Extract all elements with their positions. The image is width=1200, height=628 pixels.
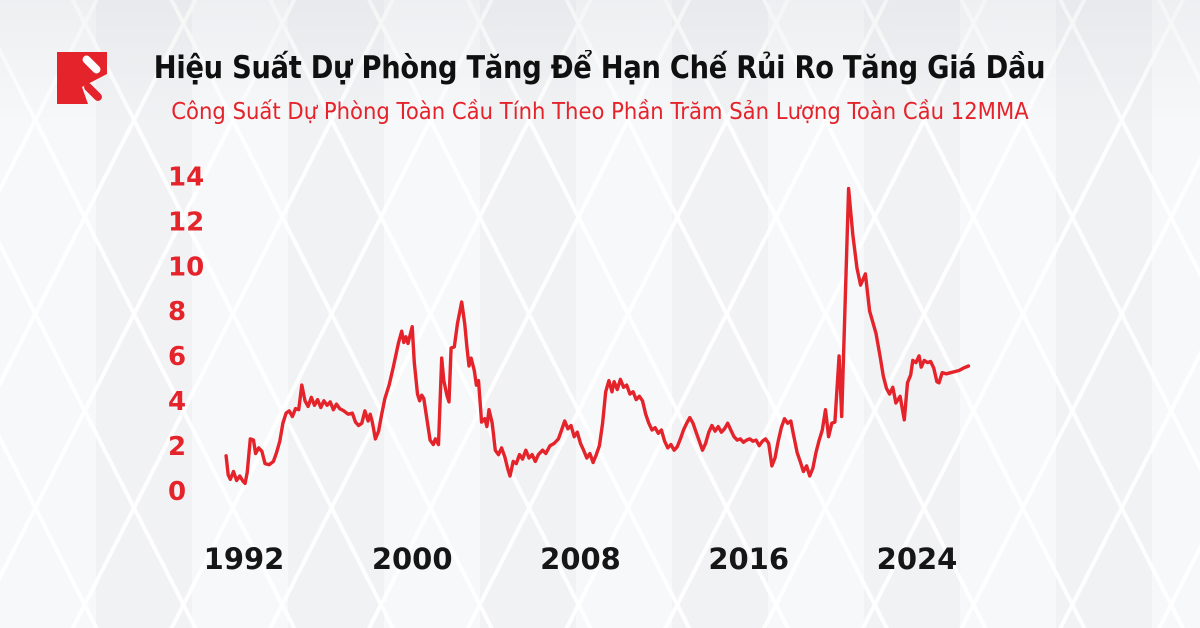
x-axis-tick-label: 2000 bbox=[372, 542, 453, 576]
brand-logo-icon bbox=[57, 52, 107, 104]
series-line bbox=[224, 186, 971, 486]
brand-logo bbox=[57, 52, 107, 104]
y-axis-tick-label: 6 bbox=[168, 342, 186, 372]
subheader: Công Suất Dự Phòng Toàn Cầu Tính Theo Ph… bbox=[0, 99, 1200, 125]
y-axis-tick-label: 12 bbox=[168, 207, 204, 237]
y-axis-tick-label: 14 bbox=[168, 163, 204, 193]
y-axis-tick-label: 8 bbox=[168, 297, 186, 327]
x-axis-tick-label: 2008 bbox=[540, 542, 621, 576]
x-axis-tick-label: 2016 bbox=[708, 542, 789, 576]
page-subtitle: Công Suất Dự Phòng Toàn Cầu Tính Theo Ph… bbox=[171, 99, 1029, 125]
x-axis-tick-label: 2024 bbox=[877, 542, 958, 576]
y-axis-tick-label: 4 bbox=[168, 387, 186, 417]
y-axis-tick-label: 10 bbox=[168, 252, 204, 282]
header: Hiệu Suất Dự Phòng Tăng Để Hạn Chế Rủi R… bbox=[0, 50, 1200, 86]
x-axis-tick-label: 1992 bbox=[204, 542, 285, 576]
page-title: Hiệu Suất Dự Phòng Tăng Để Hạn Chế Rủi R… bbox=[154, 50, 1046, 86]
y-axis-tick-label: 0 bbox=[168, 477, 186, 507]
y-axis-tick-label: 2 bbox=[168, 432, 186, 462]
